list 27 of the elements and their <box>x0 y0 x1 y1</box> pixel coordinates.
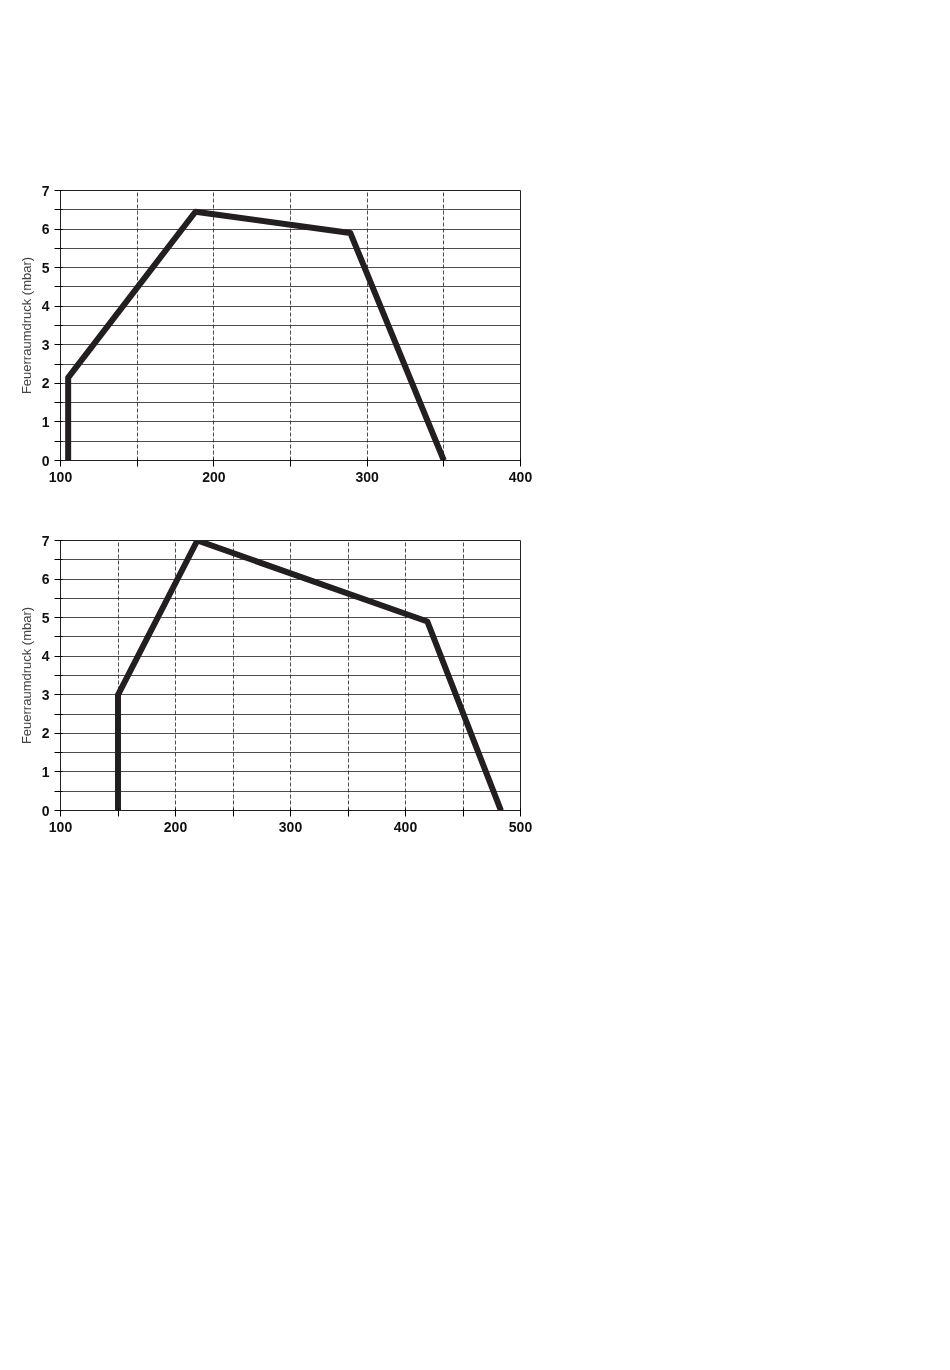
y-tick-label: 4 <box>41 648 50 665</box>
x-tick-label: 300 <box>355 468 380 485</box>
x-tick-label: 500 <box>508 818 533 835</box>
y-tick-label: 3 <box>41 336 50 353</box>
x-tick-label: 400 <box>508 468 533 485</box>
y-tick-label: 4 <box>41 298 50 315</box>
y-tick-label: 1 <box>41 413 50 430</box>
y-tick-label: 1 <box>41 763 50 780</box>
y-tick-label: 6 <box>41 571 50 588</box>
y-tick-label: 7 <box>41 532 50 549</box>
x-tick-label: 200 <box>163 818 188 835</box>
x-tick-label: 400 <box>393 818 418 835</box>
x-tick-label: 100 <box>48 468 73 485</box>
y-tick-label: 5 <box>41 609 50 626</box>
y-axis-title: Feuerraumdruck (mbar) <box>18 256 34 395</box>
y-tick-label: 6 <box>41 221 50 238</box>
x-tick-label: 100 <box>48 818 73 835</box>
y-axis-title: Feuerraumdruck (mbar) <box>18 606 34 745</box>
x-tick-label: 300 <box>278 818 303 835</box>
y-tick-label: 3 <box>41 686 50 703</box>
y-tick-label: 0 <box>41 802 50 819</box>
y-tick-label: 0 <box>41 452 50 469</box>
y-tick-label: 2 <box>41 725 50 742</box>
y-tick-label: 2 <box>41 375 50 392</box>
y-tick-label: 7 <box>41 182 50 199</box>
x-tick-label: 200 <box>202 468 226 485</box>
y-tick-label: 5 <box>41 259 50 276</box>
